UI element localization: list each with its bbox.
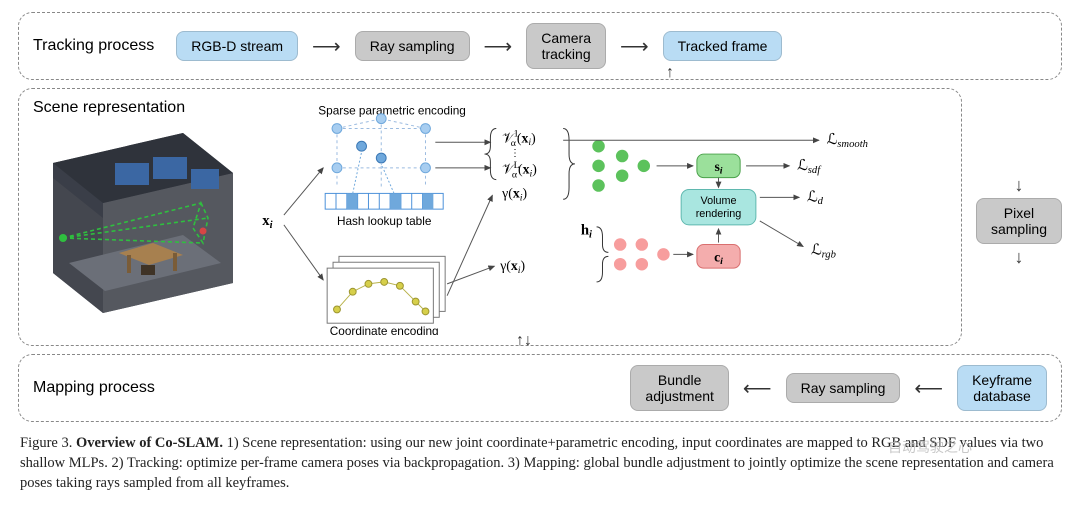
svg-text:ℒsdf: ℒsdf [797, 158, 822, 176]
tracking-panel: Tracking process RGB-D stream ⟶ Ray samp… [18, 12, 1062, 80]
mapping-title: Mapping process [33, 379, 155, 397]
hash-graph: Hash lookup table [325, 114, 443, 228]
svg-text:𝒱1α(xi): 𝒱1α(xi) [502, 129, 536, 150]
camera-tracking-label: Cameratracking [541, 30, 591, 62]
up-arrow-icon: ↑ [666, 64, 674, 82]
svg-text:γ(xi): γ(xi) [499, 258, 525, 276]
svg-text:ℒsmooth: ℒsmooth [827, 132, 868, 150]
ray-sampling-box: Ray sampling [355, 31, 470, 61]
svg-text:⋮: ⋮ [510, 148, 520, 159]
arrow-left-icon: ⟵ [739, 376, 776, 401]
salmon-mlp [613, 238, 670, 271]
bundle-adjustment-box: Bundleadjustment [630, 365, 728, 411]
keyframe-db-label: Keyframedatabase [972, 372, 1032, 404]
scene-title: Scene representation [33, 99, 236, 117]
scene-schematic: xi Sparse parametric encoding [258, 99, 947, 335]
bundle-adjustment-label: Bundleadjustment [645, 372, 713, 404]
arrow-icon: ⟶ [308, 34, 345, 59]
svg-text:xi: xi [262, 213, 272, 231]
schematic-svg: xi Sparse parametric encoding [258, 99, 947, 335]
rgbd-stream-box: RGB-D stream [176, 31, 298, 61]
down-arrow-icon: ↓ [1014, 248, 1023, 266]
down-arrow-icon: ↓ [1014, 176, 1023, 194]
figure-caption: Figure 3. Overview of Co-SLAM. 1) Scene … [18, 430, 1062, 493]
fig-number: Figure 3. [20, 435, 72, 451]
svg-text:hi: hi [581, 223, 592, 241]
svg-text:Coordinate encoding: Coordinate encoding [330, 324, 439, 335]
svg-text:Hash lookup table: Hash lookup table [337, 214, 432, 228]
pixel-sampling-box: Pixelsampling [976, 198, 1062, 244]
tracked-frame-box: Tracked frame [663, 31, 783, 61]
svg-text:ℒd: ℒd [807, 189, 824, 207]
sparse-label: Sparse parametric encoding [318, 104, 466, 118]
camera-tracking-box: Cameratracking [526, 23, 606, 69]
arrow-icon: ⟶ [480, 34, 517, 59]
room-svg [33, 123, 248, 323]
svg-text:Volume: Volume [701, 195, 737, 207]
mapping-panel: Mapping process Bundleadjustment ⟵ Ray s… [18, 354, 1062, 422]
keyframe-db-box: Keyframedatabase [957, 365, 1047, 411]
room-thumbnail [33, 123, 248, 323]
arrow-icon: ⟶ [616, 34, 653, 59]
fig-title: Overview of Co-SLAM. [76, 435, 223, 451]
svg-text:rendering: rendering [696, 208, 742, 220]
green-mlp [592, 140, 651, 193]
arrow-left-icon: ⟵ [910, 376, 947, 401]
tracking-title: Tracking process [33, 37, 154, 55]
ray-sampling-mapping-box: Ray sampling [786, 373, 901, 403]
pixel-sampling-label: Pixelsampling [991, 205, 1047, 237]
scene-panel: Scene representation [18, 88, 962, 346]
svg-text:𝒱Lα(xi): 𝒱Lα(xi) [502, 160, 537, 181]
svg-text:ℒrgb: ℒrgb [811, 243, 836, 261]
updown-arrow-icon: ↑↓ [516, 332, 532, 350]
coordinate-encoding [327, 257, 445, 324]
svg-text:γ(xi): γ(xi) [501, 186, 527, 204]
